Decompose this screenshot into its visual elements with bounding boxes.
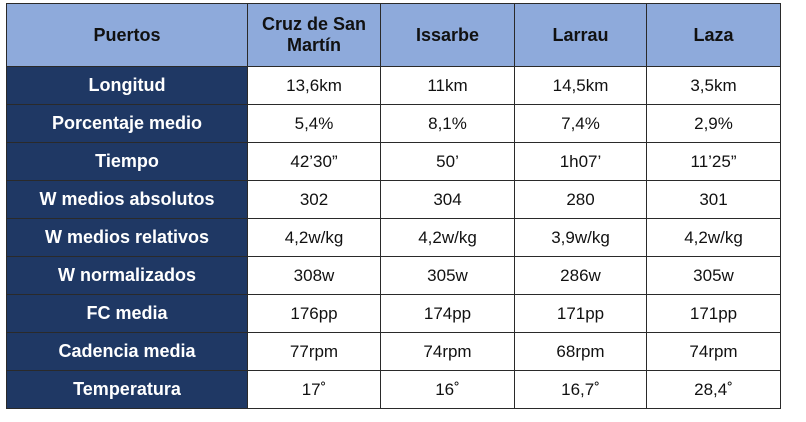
table-row: Temperatura 17˚ 16˚ 16,7˚ 28,4˚ <box>6 370 781 409</box>
table-cell: 11km <box>380 66 515 105</box>
table-cell: 280 <box>514 180 647 219</box>
header-laza: Laza <box>646 3 781 67</box>
row-label: W medios absolutos <box>6 180 248 219</box>
table-cell: 68rpm <box>514 332 647 371</box>
table-cell: 301 <box>646 180 781 219</box>
table-row: W medios absolutos 302 304 280 301 <box>6 180 781 219</box>
table-row: Tiempo 42’30” 50’ 1h07’ 11’25” <box>6 142 781 181</box>
table-cell: 42’30” <box>247 142 381 181</box>
climbs-comparison-table: Puertos Cruz de San Martín Issarbe Larra… <box>6 3 781 409</box>
table-cell: 74rpm <box>380 332 515 371</box>
table-cell: 4,2w/kg <box>646 218 781 257</box>
table-cell: 302 <box>247 180 381 219</box>
table-cell: 171pp <box>646 294 781 333</box>
row-label: Cadencia media <box>6 332 248 371</box>
table-cell: 13,6km <box>247 66 381 105</box>
table-cell: 304 <box>380 180 515 219</box>
table-row: FC media 176pp 174pp 171pp 171pp <box>6 294 781 333</box>
header-puertos: Puertos <box>6 3 248 67</box>
table-cell: 5,4% <box>247 104 381 143</box>
table-cell: 17˚ <box>247 370 381 409</box>
header-row: Puertos Cruz de San Martín Issarbe Larra… <box>6 3 781 67</box>
row-label: FC media <box>6 294 248 333</box>
header-cruz-de-san-martin-text: Cruz de San Martín <box>261 14 367 55</box>
table-cell: 50’ <box>380 142 515 181</box>
row-label: Longitud <box>6 66 248 105</box>
header-cruz-de-san-martin: Cruz de San Martín <box>247 3 381 67</box>
table-cell: 286w <box>514 256 647 295</box>
table-cell: 8,1% <box>380 104 515 143</box>
table-cell: 74rpm <box>646 332 781 371</box>
table-cell: 16˚ <box>380 370 515 409</box>
row-label: Porcentaje medio <box>6 104 248 143</box>
table-cell: 7,4% <box>514 104 647 143</box>
table-cell: 176pp <box>247 294 381 333</box>
table-cell: 14,5km <box>514 66 647 105</box>
table-cell: 1h07’ <box>514 142 647 181</box>
table-row: Longitud 13,6km 11km 14,5km 3,5km <box>6 66 781 105</box>
header-larrau: Larrau <box>514 3 647 67</box>
row-label: W medios relativos <box>6 218 248 257</box>
table-cell: 4,2w/kg <box>247 218 381 257</box>
row-label: Tiempo <box>6 142 248 181</box>
table-cell: 11’25” <box>646 142 781 181</box>
table-row: Cadencia media 77rpm 74rpm 68rpm 74rpm <box>6 332 781 371</box>
row-label: Temperatura <box>6 370 248 409</box>
table-row: Porcentaje medio 5,4% 8,1% 7,4% 2,9% <box>6 104 781 143</box>
row-label: W normalizados <box>6 256 248 295</box>
comparison-table-container: Puertos Cruz de San Martín Issarbe Larra… <box>6 3 781 409</box>
table-cell: 305w <box>646 256 781 295</box>
table-row: W normalizados 308w 305w 286w 305w <box>6 256 781 295</box>
table-cell: 77rpm <box>247 332 381 371</box>
table-cell: 308w <box>247 256 381 295</box>
table-row: W medios relativos 4,2w/kg 4,2w/kg 3,9w/… <box>6 218 781 257</box>
table-cell: 4,2w/kg <box>380 218 515 257</box>
table-cell: 305w <box>380 256 515 295</box>
table-cell: 3,5km <box>646 66 781 105</box>
table-cell: 28,4˚ <box>646 370 781 409</box>
header-issarbe: Issarbe <box>380 3 515 67</box>
table-cell: 174pp <box>380 294 515 333</box>
table-cell: 171pp <box>514 294 647 333</box>
table-cell: 16,7˚ <box>514 370 647 409</box>
table-cell: 3,9w/kg <box>514 218 647 257</box>
table-cell: 2,9% <box>646 104 781 143</box>
